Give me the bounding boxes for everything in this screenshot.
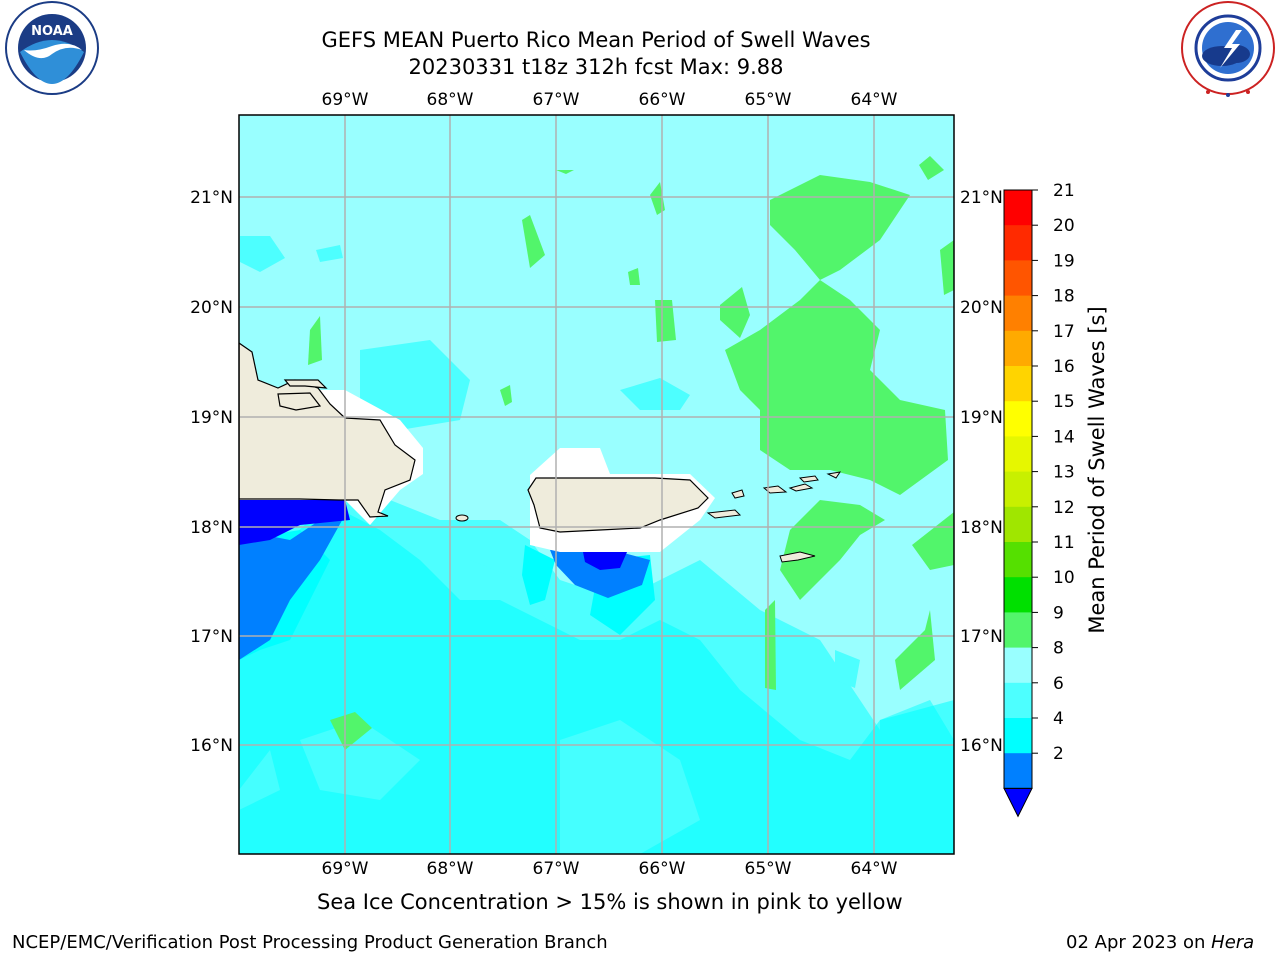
colorbar: 21 20 19 18 17 16 15 14 13 12 11 10 9 8 6 4 2: [1003, 181, 1075, 818]
colorbar-frame: [1003, 189, 1033, 789]
lon-label-bottom: 66°W: [639, 859, 686, 879]
colorbar-segment: [1004, 612, 1032, 649]
colorbar-segment: [1004, 190, 1032, 226]
lat-label-right: 17°N: [960, 627, 1003, 647]
lat-label-right: 16°N: [960, 736, 1003, 756]
lat-label-left: 17°N: [190, 627, 233, 647]
colorbar-tick-label: 20: [1053, 216, 1075, 236]
footer-date: 02 Apr 2023 on Hera: [1066, 932, 1254, 953]
lat-label-right: 18°N: [960, 518, 1003, 538]
colorbar-tick-label: 9: [1053, 603, 1064, 623]
lon-label-top: 66°W: [639, 90, 686, 110]
lat-label-left: 21°N: [190, 188, 233, 208]
footer-credit: NCEP/EMC/Verification Post Processing Pr…: [12, 932, 608, 953]
colorbar-tick-label: 14: [1053, 427, 1075, 447]
lat-label-left: 20°N: [190, 298, 233, 318]
colorbar-tick-label: 6: [1053, 674, 1064, 694]
lon-label-bottom: 65°W: [745, 859, 792, 879]
lon-label-bottom: 67°W: [533, 859, 580, 879]
map-frame: [238, 114, 955, 855]
map-subtitle: 20230331 t18z 312h fcst Max: 9.88: [408, 55, 784, 79]
colorbar-segment: [1004, 542, 1032, 578]
lat-label-right: 20°N: [960, 298, 1003, 318]
swell-period-field: [239, 115, 954, 854]
colorbar-segment: [1004, 260, 1032, 297]
colorbar-tick-label: 11: [1053, 533, 1075, 553]
lon-label-bottom: 64°W: [851, 859, 898, 879]
lon-label-bottom: 68°W: [427, 859, 474, 879]
colorbar-tick-label: 10: [1053, 568, 1075, 588]
colorbar-segment: [1004, 471, 1032, 508]
colorbar-tick-label: 15: [1053, 392, 1075, 412]
footer-date-text: 02 Apr 2023 on: [1066, 932, 1212, 953]
lon-label-top: 65°W: [745, 90, 792, 110]
colorbar-extend-triangle: [1003, 787, 1033, 818]
colorbar-segment: [1004, 647, 1032, 684]
footer-machine: Hera: [1211, 932, 1255, 953]
colorbar-tick-label: 13: [1053, 463, 1075, 483]
colorbar-tick-label: 2: [1053, 744, 1064, 764]
sea-ice-note: Sea Ice Concentration > 15% is shown in …: [317, 890, 903, 914]
colorbar-tick-label: 19: [1053, 251, 1075, 271]
colorbar-segment: [1004, 506, 1032, 543]
lon-label-top: 68°W: [427, 90, 474, 110]
lon-label-top: 69°W: [322, 90, 369, 110]
colorbar-tick-label: 17: [1053, 322, 1075, 342]
colorbar-segment: [1004, 753, 1032, 789]
colorbar-tick-label: 8: [1053, 639, 1064, 659]
svg-text:NOAA: NOAA: [31, 24, 73, 39]
colorbar-segment: [1004, 718, 1032, 754]
lat-label-right: 21°N: [960, 188, 1003, 208]
colorbar-label: Mean Period of Swell Waves [s]: [1085, 306, 1109, 633]
colorbar-segment: [1004, 225, 1032, 261]
colorbar-tick-label: 4: [1053, 709, 1064, 729]
lat-label-right: 19°N: [960, 408, 1003, 428]
lat-label-left: 19°N: [190, 408, 233, 428]
colorbar-tick-label: 12: [1053, 498, 1075, 518]
nws-logo: [1181, 1, 1275, 97]
colorbar-segment: [1004, 436, 1032, 473]
colorbar-tick-label: 16: [1053, 357, 1075, 377]
map-gridlines: [239, 115, 954, 854]
colorbar-tick-label: 21: [1053, 181, 1075, 201]
colorbar-tick-label: 18: [1053, 287, 1075, 307]
colorbar-segment: [1004, 682, 1032, 719]
colorbar-segment: [1004, 330, 1032, 367]
lon-label-top: 64°W: [851, 90, 898, 110]
lon-label-bottom: 69°W: [322, 859, 369, 879]
lat-label-left: 18°N: [190, 518, 233, 538]
lat-label-left: 16°N: [190, 736, 233, 756]
colorbar-segment: [1004, 401, 1032, 437]
colorbar-segment: [1004, 295, 1032, 332]
map-title: GEFS MEAN Puerto Rico Mean Period of Swe…: [321, 28, 871, 52]
colorbar-segment: [1004, 577, 1032, 613]
lon-label-top: 67°W: [533, 90, 580, 110]
colorbar-segment: [1004, 366, 1032, 402]
noaa-logo: NOAA: [5, 1, 99, 95]
